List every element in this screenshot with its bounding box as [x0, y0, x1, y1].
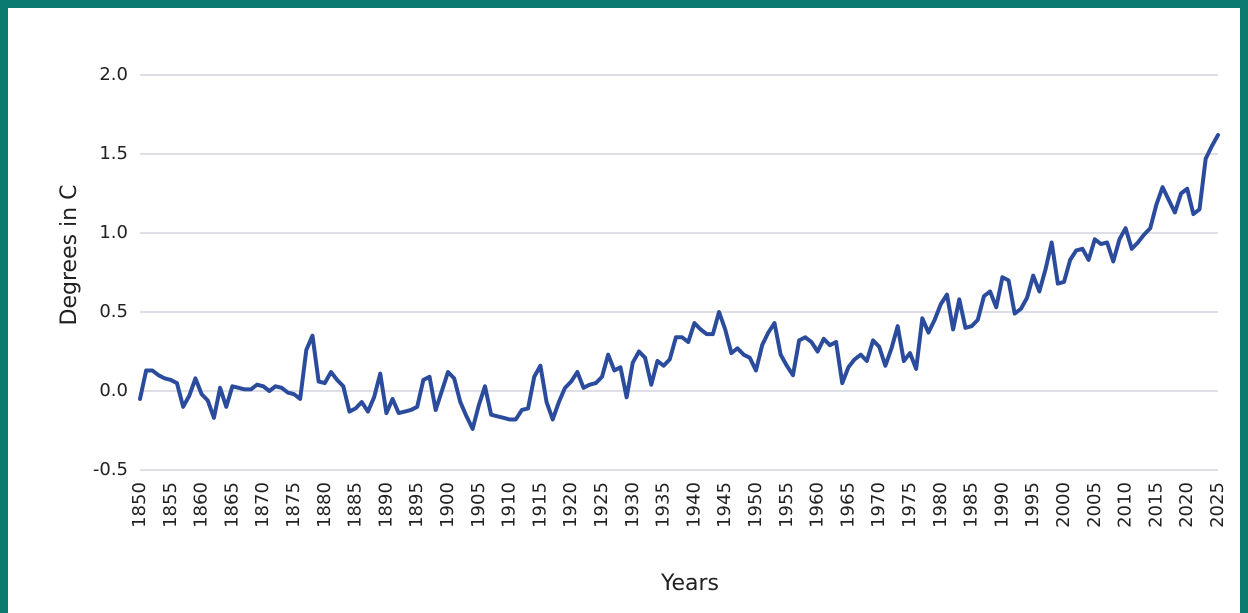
- x-tick-label: 2015: [1145, 482, 1166, 528]
- x-tick-label: 1970: [868, 482, 889, 528]
- x-tick-label: 1950: [745, 482, 766, 528]
- x-tick-label: 1880: [314, 482, 335, 528]
- y-tick-label: 1.0: [99, 222, 128, 243]
- x-tick-label: 1900: [437, 482, 458, 528]
- x-tick-label: 1975: [899, 482, 920, 528]
- y-tick-label: 0.0: [99, 380, 128, 401]
- x-tick-label: 1965: [837, 482, 858, 528]
- x-tick-label: 1960: [807, 482, 828, 528]
- x-tick-label: 1920: [560, 482, 581, 528]
- x-tick-label: 2000: [1053, 482, 1074, 528]
- x-tick-label: 1905: [468, 482, 489, 528]
- x-tick-label: 1935: [653, 482, 674, 528]
- x-tick-label: 2025: [1207, 482, 1228, 528]
- x-tick-label: 1890: [375, 482, 396, 528]
- x-tick-label: 1945: [714, 482, 735, 528]
- x-tick-label: 1930: [622, 482, 643, 528]
- x-tick-label: 1985: [961, 482, 982, 528]
- data-line: [138, 133, 1220, 431]
- x-tick-label: 1980: [930, 482, 951, 528]
- y-tick-label: -0.5: [93, 459, 128, 480]
- x-tick-label: 1995: [1022, 482, 1043, 528]
- x-tick-label: 2010: [1115, 482, 1136, 528]
- x-tick-label: 1955: [776, 482, 797, 528]
- x-tick-label: 1855: [160, 482, 181, 528]
- y-axis-title: Degrees in C: [57, 185, 82, 326]
- y-tick-label: 0.5: [99, 301, 128, 322]
- x-tick-label: 1925: [591, 482, 612, 528]
- x-tick-label: 1875: [283, 482, 304, 528]
- x-tick-label: 2020: [1176, 482, 1197, 528]
- x-tick-label: 1940: [683, 482, 704, 528]
- y-tick-label: 2.0: [99, 64, 128, 85]
- x-tick-label: 1870: [252, 482, 273, 528]
- x-tick-label: 1915: [529, 482, 550, 528]
- x-tick-label: 1865: [221, 482, 242, 528]
- x-tick-label: 2005: [1084, 482, 1105, 528]
- x-tick-label: 1860: [191, 482, 212, 528]
- y-tick-label: 1.5: [99, 143, 128, 164]
- x-tick-label: 1850: [129, 482, 150, 528]
- x-axis-title: Years: [660, 571, 719, 596]
- x-tick-label: 1885: [345, 482, 366, 528]
- x-tick-label: 1990: [991, 482, 1012, 528]
- x-tick-label: 1895: [406, 482, 427, 528]
- x-tick-label: 1910: [499, 482, 520, 528]
